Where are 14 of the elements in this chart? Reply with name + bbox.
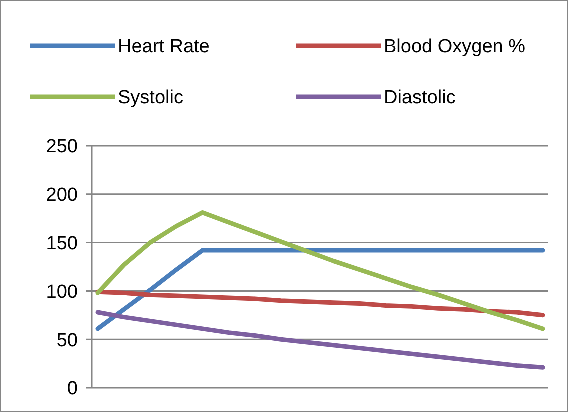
legend-label: Diastolic xyxy=(384,88,456,109)
line-series xyxy=(96,210,546,332)
y-tick-label: 200 xyxy=(46,185,78,206)
legend-label: Systolic xyxy=(118,88,184,109)
line-series xyxy=(96,248,546,332)
y-tick-label: 50 xyxy=(56,330,78,352)
line-series xyxy=(96,310,546,370)
y-tick-label: 150 xyxy=(46,233,78,254)
legend-label: Blood Oxygen % xyxy=(384,36,526,58)
y-tick-label: 0 xyxy=(67,378,78,400)
y-tick-label: 100 xyxy=(46,282,78,303)
y-tick-label: 250 xyxy=(46,136,78,158)
legend-label: Heart Rate xyxy=(118,36,210,58)
line-series xyxy=(96,290,546,318)
